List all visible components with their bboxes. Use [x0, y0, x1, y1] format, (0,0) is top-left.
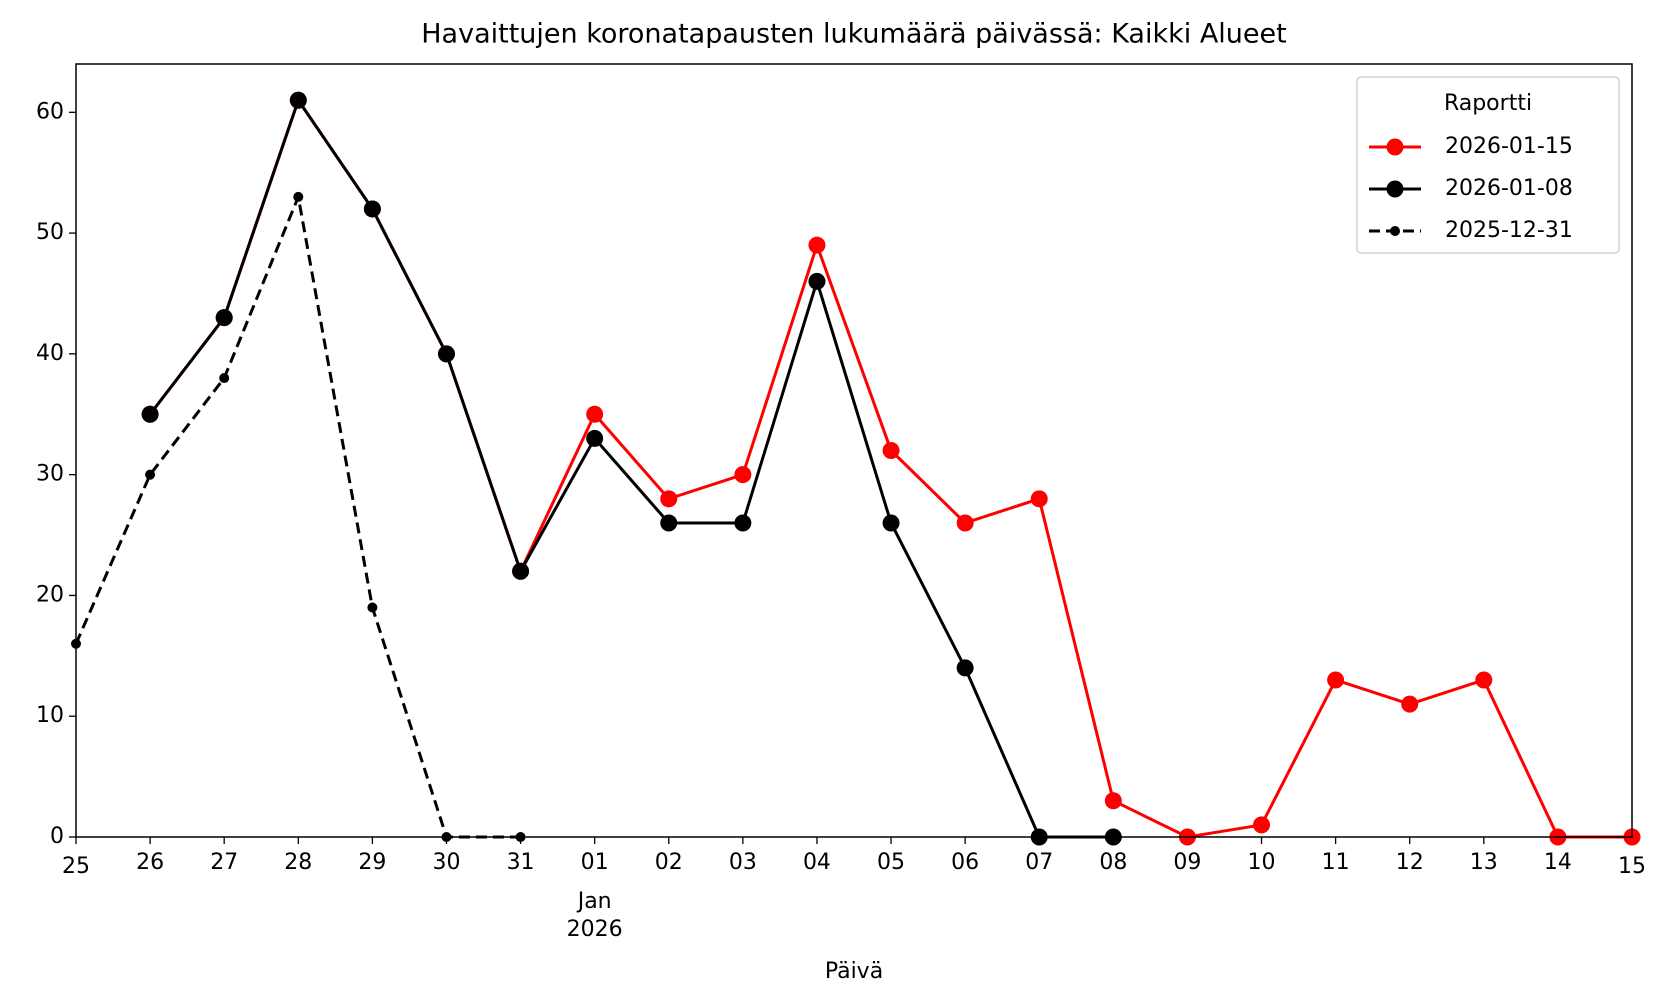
- x-tick-label: 14: [1544, 850, 1572, 875]
- point: [808, 236, 826, 254]
- x-tick-label: 03: [729, 850, 757, 875]
- x-tick-label: 30: [432, 850, 460, 875]
- point: [1401, 695, 1419, 713]
- point: [1030, 490, 1048, 508]
- x-tick-label: 10: [1248, 850, 1276, 875]
- legend-label: 2026-01-08: [1445, 176, 1573, 201]
- y-tick-label: 40: [36, 341, 64, 366]
- x-tick-label: 31: [507, 850, 535, 875]
- point: [734, 514, 752, 532]
- point: [956, 514, 974, 532]
- legend-label: 2025-12-31: [1445, 218, 1573, 243]
- plot-frame: [75, 63, 1633, 838]
- x-tick-label: 12: [1396, 850, 1424, 875]
- point: [956, 659, 974, 677]
- x-tick-label: 09: [1173, 850, 1201, 875]
- legend-box: [1356, 76, 1620, 254]
- y-tick-label: 30: [36, 462, 64, 487]
- x-tick-label: 06: [951, 850, 979, 875]
- point: [363, 200, 381, 218]
- x-tick-label: 25: [62, 854, 90, 879]
- y-tick-label: 20: [36, 582, 64, 607]
- x-tick-label: 07: [1025, 850, 1053, 875]
- legend-title: Raportti: [1444, 91, 1532, 116]
- point: [1253, 816, 1271, 834]
- point: [141, 405, 159, 423]
- x-tick-label: 05: [877, 850, 905, 875]
- point: [215, 309, 233, 327]
- y-tick-label: 10: [36, 703, 64, 728]
- chart-title: Havaittujen koronatapausten lukumäärä pä…: [421, 19, 1286, 50]
- x-tick-label: 13: [1470, 850, 1498, 875]
- y-tick-label: 0: [50, 824, 64, 849]
- point: [808, 272, 826, 290]
- point: [293, 191, 304, 202]
- point: [660, 514, 678, 532]
- x-tick-label: 26: [136, 850, 164, 875]
- x-tick-label: 04: [803, 850, 831, 875]
- point: [882, 442, 900, 459]
- x-tick-label: 28: [284, 850, 312, 875]
- point: [586, 429, 604, 447]
- x-tick-label: 08: [1099, 850, 1127, 875]
- y-tick-label: 50: [36, 220, 64, 245]
- point: [734, 466, 752, 484]
- point: [882, 514, 900, 532]
- legend-label: 2026-01-15: [1445, 134, 1573, 159]
- point: [1327, 671, 1345, 689]
- point: [512, 562, 530, 580]
- legend-marker: [1386, 180, 1404, 198]
- y-tick-label: 60: [36, 99, 64, 124]
- legend-marker: [1390, 226, 1400, 236]
- point: [660, 490, 678, 508]
- x-tick-label: 27: [210, 850, 238, 875]
- x-tick-label: 02: [655, 850, 683, 875]
- point: [219, 373, 230, 384]
- point: [1104, 792, 1122, 810]
- x-tick-label: 11: [1322, 850, 1350, 875]
- x-year-label: 2026: [567, 917, 623, 942]
- x-tick-label: 01: [581, 850, 609, 875]
- x-month-label: Jan: [576, 889, 612, 914]
- x-tick-label: 29: [358, 850, 386, 875]
- legend-marker: [1386, 138, 1404, 156]
- point: [1475, 671, 1493, 689]
- series-line: [148, 96, 1114, 839]
- point: [586, 405, 604, 423]
- x-axis-label: Päivä: [825, 959, 883, 984]
- point: [145, 469, 156, 480]
- point: [437, 345, 455, 363]
- x-tick-label: 15: [1618, 854, 1646, 879]
- point: [289, 91, 307, 109]
- point: [367, 602, 378, 613]
